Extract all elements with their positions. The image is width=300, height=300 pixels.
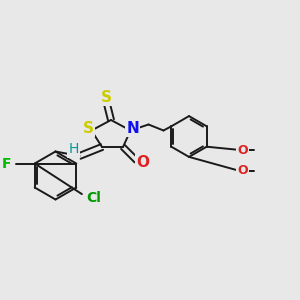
Text: O: O bbox=[237, 143, 248, 157]
Text: O: O bbox=[136, 155, 150, 170]
Text: Cl: Cl bbox=[86, 191, 101, 205]
Text: S: S bbox=[83, 121, 94, 136]
Text: N: N bbox=[127, 121, 139, 136]
Text: S: S bbox=[101, 90, 112, 105]
Text: H: H bbox=[68, 142, 79, 156]
Text: O: O bbox=[237, 164, 248, 178]
Text: F: F bbox=[2, 157, 12, 170]
